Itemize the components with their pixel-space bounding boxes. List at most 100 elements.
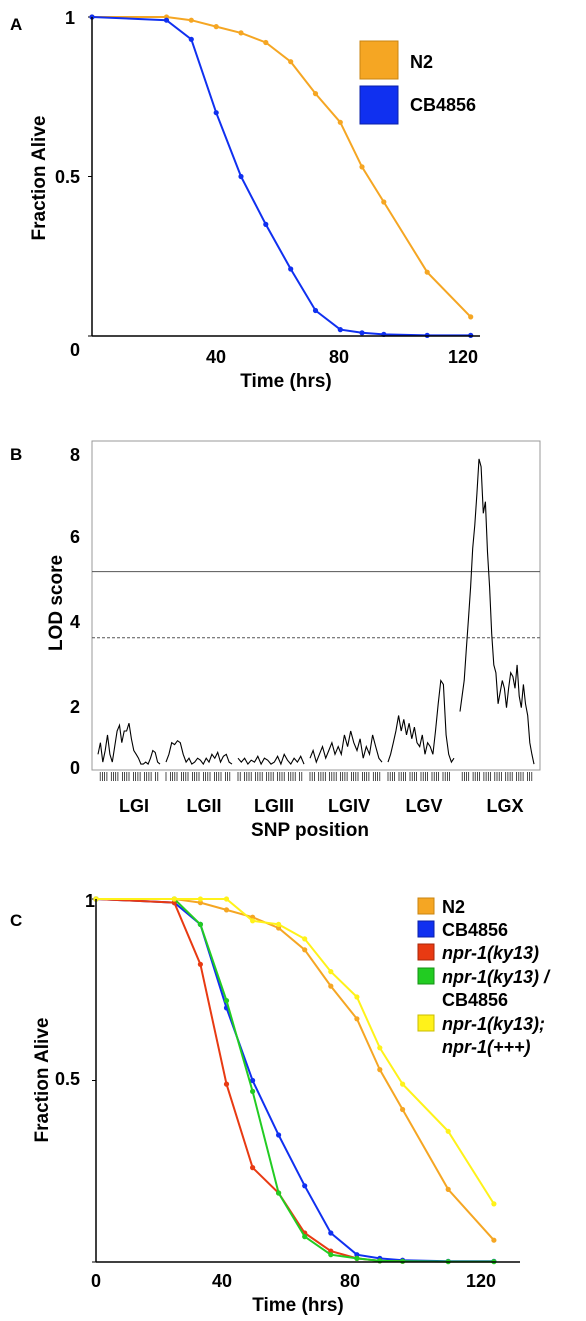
panel-a-x-axis-title: Time (hrs)	[240, 371, 332, 392]
panel-c-point-npr-1-ky13-cb4856-2	[197, 921, 203, 928]
panel-c-point-n2-9	[377, 1067, 383, 1073]
panel-a-xtick-80: 80	[329, 347, 349, 367]
panel-a-xtick-40: 40	[206, 347, 226, 367]
panel-b-chrom-lgi: LGI	[119, 796, 149, 816]
panel-c-point-cb4856-8	[354, 1252, 360, 1258]
panel-c-legend-label-npr1-rescue-b: npr-1(+++)	[442, 1037, 531, 1057]
panel-b-lod-line-lgv	[387, 678, 455, 764]
panel-b-chrom-lgii: LGII	[187, 796, 222, 816]
panel-c-point-npr-1-ky13-cb4856-6	[302, 1234, 308, 1240]
panel-b-lod-line-lgi	[97, 723, 161, 766]
panel-c-point-n2-2	[197, 900, 203, 906]
panel-b-lod-line-lgx	[459, 458, 535, 765]
panel-c-legend-swatch-n2	[417, 897, 435, 915]
panel-c-point-npr-1-ky13-cb4856-5	[276, 1190, 282, 1196]
panel-c-point-npr-1-ky13-cb4856-8	[354, 1255, 360, 1261]
panel-c-legend-label-n2: N2	[442, 897, 465, 917]
panel-b-chrom-lgv: LGV	[405, 796, 442, 816]
panel-b-lod-line-lgiii	[237, 752, 305, 766]
panel-c-legend-label-npr1-rescue-a: npr-1(ky13);	[442, 1014, 545, 1034]
panel-c-legend-swatch-npr1	[417, 943, 435, 961]
panel-c-point-npr-1-ky13-npr-1-2	[197, 896, 203, 902]
panel-a-ytick-0: 0	[70, 340, 80, 360]
panel-a-y-axis-title: Fraction Alive	[29, 116, 50, 241]
panel-c-point-n2-5	[276, 925, 282, 931]
panel-a-point-cb4856-3	[213, 110, 219, 116]
panel-c-legend-swatch-cb4856	[417, 920, 435, 938]
panel-c-point-npr-1-ky13-npr-1-8	[354, 994, 360, 1000]
panel-c-point-npr-1-ky13-npr-1-6	[302, 936, 308, 942]
panel-b-x-axis-title: SNP position	[251, 820, 369, 841]
panel-c-point-cb4856-5	[276, 1132, 282, 1138]
panel-a-point-n2-6	[288, 59, 294, 65]
panel-b-label: B	[10, 445, 22, 464]
panel-c-xtick-120: 120	[466, 1271, 496, 1291]
panel-a-point-cb4856-6	[288, 266, 294, 272]
panel-b-frame	[91, 440, 541, 771]
panel-b-y-axis-title: LOD score	[46, 555, 67, 651]
panel-a-point-n2-8	[337, 119, 343, 125]
panel-a-legend-label-n2: N2	[410, 52, 433, 72]
panel-a-point-n2-5	[263, 39, 269, 46]
panel-c-legend-label-npr1: npr-1(ky13)	[442, 943, 539, 963]
panel-a-legend: N2 CB4856	[359, 40, 476, 125]
panel-a-legend-swatch-n2	[359, 40, 399, 80]
panel-b-ytick-4: 4	[70, 612, 80, 632]
panel-c-ytick-1: 1	[85, 891, 95, 911]
panel-b-ytick-6: 6	[70, 527, 80, 547]
panel-c-legend-swatch-npr1-rescue	[417, 1014, 435, 1032]
panel-a-point-cb4856-1	[163, 17, 170, 23]
panel-a-point-cb4856-4	[238, 173, 244, 180]
panel-a-point-n2-11	[424, 269, 430, 275]
panel-a-point-n2-2	[188, 17, 194, 23]
panel-b-lod-line-lgiv	[309, 730, 383, 764]
panel-c-legend-label-npr1-cb4856-a: npr-1(ky13) /	[442, 967, 551, 987]
panel-c-legend-label-cb4856: CB4856	[442, 920, 508, 940]
panel-c: C 1 0.5 0 40 80 120 Time (hrs) Fraction …	[10, 891, 551, 1316]
panel-c-point-npr-1-ky13-2	[197, 961, 203, 967]
panel-a-point-n2-10	[381, 199, 387, 205]
panel-a-point-cb4856-8	[337, 327, 343, 333]
panel-c-point-n2-10	[400, 1106, 406, 1113]
panel-c-point-npr-1-ky13-cb4856-3	[223, 998, 230, 1004]
panel-c-xtick-0: 0	[91, 1271, 101, 1291]
panel-c-point-npr-1-ky13-npr-1-7	[328, 969, 334, 975]
panel-c-point-npr-1-ky13-npr-1-12	[491, 1201, 497, 1207]
panel-c-point-npr-1-ky13-npr-1-11	[445, 1128, 451, 1134]
panel-b-chrom-lgiii: LGIII	[254, 796, 294, 816]
panel-c-xtick-40: 40	[212, 1271, 232, 1291]
panel-b-ytick-8: 8	[70, 445, 80, 465]
panel-a-xtick-120: 120	[448, 347, 478, 367]
panel-a-point-cb4856-9	[359, 330, 365, 336]
panel-c-x-axis-title: Time (hrs)	[252, 1295, 344, 1316]
panel-c-point-n2-3	[223, 907, 230, 913]
panel-c-point-n2-6	[302, 947, 308, 953]
panel-c-point-n2-11	[445, 1186, 451, 1192]
panel-a-label: A	[10, 15, 22, 34]
panel-a-point-cb4856-2	[188, 36, 194, 42]
panel-b-plot	[92, 458, 540, 781]
panel-c-legend: N2 CB4856 npr-1(ky13) npr-1(ky13) / CB48…	[417, 897, 551, 1057]
panel-a-point-n2-7	[312, 91, 319, 97]
panel-c-legend-label-npr1-cb4856-b: CB4856	[442, 990, 508, 1010]
panel-c-point-npr-1-ky13-7	[328, 1248, 334, 1254]
panel-c-point-npr-1-ky13-4	[250, 1165, 256, 1171]
panel-c-point-npr-1-ky13-npr-1-5	[276, 921, 282, 928]
panel-c-point-npr-1-ky13-cb4856-7	[328, 1252, 334, 1258]
panel-b-chrom-lgx: LGX	[486, 796, 523, 816]
panel-c-point-npr-1-ky13-3	[223, 1081, 230, 1087]
panel-c-point-npr-1-ky13-npr-1-4	[250, 918, 256, 924]
panel-c-point-n2-7	[328, 983, 334, 989]
panel-c-point-npr-1-ky13-npr-1-10	[400, 1081, 406, 1087]
panel-a-point-cb4856-7	[312, 307, 319, 314]
panel-a-point-cb4856-5	[263, 221, 269, 227]
panel-a-ytick-05: 0.5	[55, 167, 80, 187]
panel-a-legend-label-cb4856: CB4856	[410, 95, 476, 115]
panel-b-chrom-lgiv: LGIV	[328, 796, 370, 816]
panel-c-point-npr-1-ky13-npr-1-1	[171, 896, 177, 902]
panel-a-legend-swatch-cb4856	[359, 85, 399, 125]
panel-a-point-n2-4	[238, 30, 244, 36]
panel-c-label: C	[10, 911, 22, 930]
panel-c-ytick-05: 0.5	[55, 1069, 80, 1089]
